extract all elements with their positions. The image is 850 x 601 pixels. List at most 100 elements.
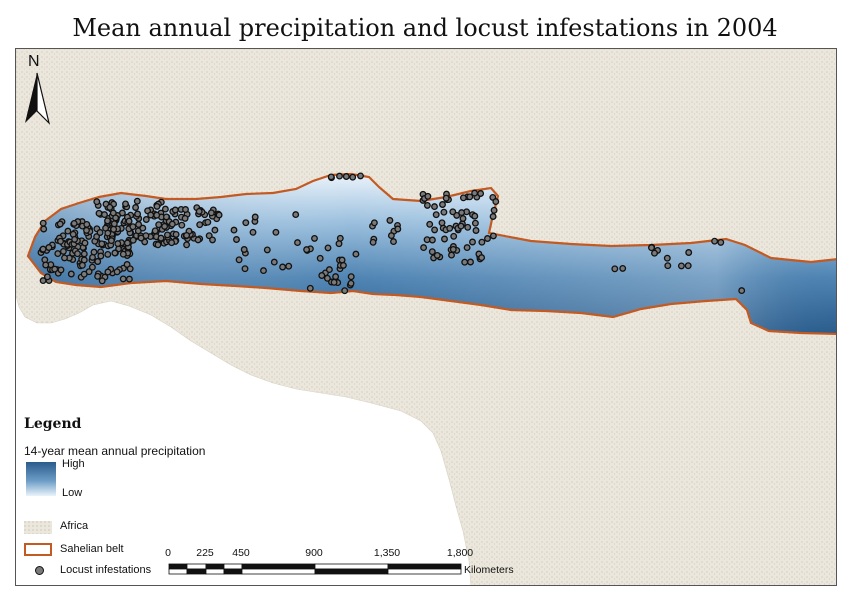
locust-infestation-point xyxy=(114,240,122,248)
scale-bar-segment xyxy=(387,568,462,575)
scale-bar-segment xyxy=(168,568,188,575)
locust-infestation-point xyxy=(139,224,147,232)
locust-infestation-point xyxy=(64,227,72,235)
locust-infestation-point xyxy=(42,261,50,269)
locust-infestation-point xyxy=(347,279,355,287)
north-label: N xyxy=(28,53,40,70)
locust-infestation-point xyxy=(215,211,223,219)
locust-infestation-point xyxy=(457,222,465,230)
locust-infestation-point xyxy=(467,258,474,266)
scale-bar-segment xyxy=(387,563,462,570)
locust-infestation-point xyxy=(711,237,719,245)
locust-infestation-point xyxy=(83,220,91,228)
map-title: Mean annual precipitation and locust inf… xyxy=(72,14,778,42)
locust-infestation-point xyxy=(489,213,497,220)
scale-tick-label: 900 xyxy=(305,547,323,559)
locust-infestation-point xyxy=(80,270,88,278)
locust-infestation-point xyxy=(94,258,102,265)
locust-infestation-point xyxy=(207,209,215,217)
scale-bar-segment xyxy=(223,563,243,570)
locust-infestation-point xyxy=(196,221,204,229)
locust-infestation-point xyxy=(738,287,746,295)
legend-belt-label: Sahelian belt xyxy=(60,543,124,555)
locust-infestation-point xyxy=(272,228,280,236)
locust-infestation-point xyxy=(94,272,102,280)
locust-infestation-point xyxy=(183,231,191,239)
locust-infestation-point xyxy=(251,213,259,221)
locust-infestation-point xyxy=(426,220,434,228)
locust-infestation-point xyxy=(241,265,249,273)
locust-infestation-point xyxy=(325,266,333,274)
scale-bar-segment xyxy=(168,563,188,570)
locust-infestation-point xyxy=(110,225,118,233)
locust-infestation-point xyxy=(151,227,159,235)
locust-infestation-point xyxy=(162,213,170,221)
locust-infestation-point xyxy=(137,234,145,242)
locust-infestation-point xyxy=(347,273,355,281)
locust-infestation-point xyxy=(370,219,378,227)
scale-tick-label: 1,350 xyxy=(373,547,401,559)
locust-infestation-point xyxy=(135,221,143,228)
locust-infestation-point xyxy=(440,208,448,216)
locust-infestation-point xyxy=(61,254,68,262)
locust-infestation-point xyxy=(471,219,479,227)
locust-infestation-point xyxy=(663,254,671,262)
locust-infestation-point xyxy=(194,236,202,244)
locust-infestation-point xyxy=(685,249,693,256)
locust-infestation-point xyxy=(303,246,311,254)
locust-infestation-point xyxy=(611,265,619,273)
locust-infestation-point xyxy=(449,245,457,253)
scale-bar xyxy=(168,563,462,575)
locust-infestation-point xyxy=(330,278,338,286)
locust-infestation-point xyxy=(153,202,161,210)
locust-infestation-point xyxy=(336,234,344,242)
locust-infestation-point xyxy=(88,263,96,271)
scale-bar-segment xyxy=(186,568,207,575)
locust-infestation-point xyxy=(489,232,497,240)
locust-infestation-point xyxy=(132,204,140,211)
locust-infestation-point xyxy=(386,216,394,224)
locust-infestation-point xyxy=(357,172,364,180)
locust-infestation-point xyxy=(98,277,106,285)
locust-infestation-point xyxy=(39,219,47,227)
locust-infestation-point xyxy=(648,244,655,252)
locust-infestation-point xyxy=(433,251,441,259)
locust-infestation-point xyxy=(477,190,485,197)
locust-infestation-point xyxy=(134,210,142,218)
locust-infestation-point xyxy=(78,261,86,269)
locust-infestation-point xyxy=(341,287,349,295)
locust-infestation-point xyxy=(39,245,47,253)
locust-infestation-point xyxy=(428,248,436,256)
locust-infestation-point xyxy=(112,214,120,222)
locust-infestation-point xyxy=(387,232,395,240)
legend-africa-label: Africa xyxy=(60,520,89,532)
locust-infestation-point xyxy=(56,220,64,228)
locust-infestation-point xyxy=(67,270,75,278)
locust-infestation-point xyxy=(163,231,171,239)
locust-infestation-point xyxy=(279,263,287,271)
locust-infestation-point xyxy=(431,203,438,211)
scale-bar-segment xyxy=(205,563,225,570)
locust-infestation-point xyxy=(438,219,446,227)
locust-infestation-point xyxy=(270,258,278,266)
locust-infestation-point xyxy=(161,205,169,213)
locust-infestation-point xyxy=(339,261,347,269)
locust-infestation-point xyxy=(263,246,271,254)
scale-bar-segment xyxy=(223,568,243,575)
locust-infestation-point xyxy=(450,232,458,240)
locust-infestation-point xyxy=(394,225,402,233)
legend-africa-swatch xyxy=(24,521,52,534)
locust-infestation-point xyxy=(446,224,454,232)
locust-infestation-point xyxy=(142,216,150,223)
locust-infestation-point xyxy=(471,212,479,220)
locust-infestation-point xyxy=(101,211,108,219)
locust-infestation-point xyxy=(428,236,436,244)
scale-bar-segment xyxy=(241,568,316,575)
locust-infestation-point xyxy=(74,250,81,258)
locust-infestation-point xyxy=(110,220,118,228)
locust-infestation-point xyxy=(664,262,672,270)
locust-infestation-point xyxy=(57,237,64,245)
locust-infestation-point xyxy=(324,244,332,252)
locust-infestation-point xyxy=(327,173,335,181)
locust-infestation-point xyxy=(97,252,105,260)
